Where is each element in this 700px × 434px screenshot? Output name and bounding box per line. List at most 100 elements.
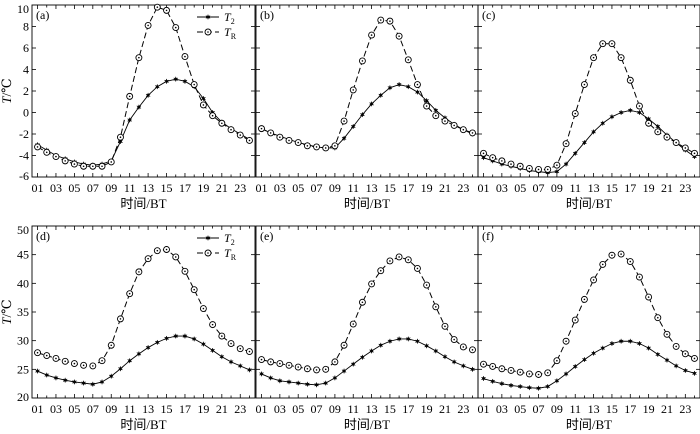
data-point-tr-center [416, 267, 419, 270]
legend-tr-marker-center [207, 252, 209, 254]
data-point-tr-center [453, 124, 455, 127]
x-tick-label: 09 [329, 181, 341, 195]
data-point-t2 [117, 138, 124, 145]
x-tick-label: 23 [457, 402, 469, 416]
data-point-t2 [618, 109, 624, 116]
x-tick-label: 13 [142, 181, 154, 195]
x-tick-label: 19 [197, 402, 209, 416]
data-point-tr-center [165, 248, 168, 251]
x-tick-label: 13 [588, 181, 600, 195]
data-point-tr-center [343, 120, 345, 122]
data-point-tr-center [315, 369, 318, 371]
data-point-tr-center [297, 141, 299, 144]
x-tick-label: 13 [588, 402, 600, 416]
data-point-tr-center [334, 361, 336, 363]
x-tick-label: 03 [50, 181, 62, 195]
data-point-tr-center [592, 279, 595, 281]
data-point-tr-center [352, 89, 355, 91]
panel-c: 01 03 05 07 09 11 13 15 17 19 21 23 时间/BT (c) [478, 4, 700, 211]
x-tick-label: 11 [124, 402, 136, 416]
x-tick-label: 13 [366, 402, 378, 416]
data-point-t2 [517, 383, 523, 390]
panel-label: (e) [260, 229, 273, 243]
data-point-tr-center [156, 249, 159, 252]
series-t2-line [37, 78, 250, 166]
x-tick-label: 21 [661, 181, 673, 195]
data-point-t2 [277, 377, 283, 384]
data-point-tr-center [425, 105, 428, 107]
data-point-t2 [572, 363, 578, 370]
data-point-tr-center [537, 168, 540, 171]
data-point-t2 [609, 340, 615, 347]
y-tick-label: 8 [23, 20, 29, 34]
data-point-t2 [191, 335, 197, 342]
x-tick-label: 09 [105, 402, 117, 416]
data-point-tr-center [343, 344, 345, 347]
data-point-tr-center [221, 335, 223, 337]
data-point-tr-center [389, 20, 391, 22]
y-tick-label: 25 [17, 362, 29, 376]
data-point-tr-center [269, 361, 272, 363]
x-axis-title: 时间/BT [120, 196, 166, 211]
x-axis-title: 时间/BT [120, 417, 166, 432]
data-point-t2 [117, 365, 124, 372]
data-point-tr-center [510, 163, 512, 165]
series-t2-line [37, 335, 250, 385]
data-point-t2 [618, 338, 624, 345]
data-point-t2 [451, 358, 457, 365]
data-point-tr-center [629, 79, 632, 82]
x-tick-label: 09 [551, 402, 563, 416]
y-tick-label: 35 [17, 305, 29, 319]
data-point-t2 [323, 380, 329, 387]
data-point-tr-center [611, 42, 613, 45]
panel-label: (d) [36, 229, 50, 243]
data-point-t2 [664, 357, 670, 364]
series-t2-line [261, 84, 473, 149]
data-point-tr-center [45, 151, 48, 154]
x-axis-title: 时间/BT [566, 417, 612, 432]
data-point-t2 [480, 375, 487, 382]
data-point-tr-center [574, 112, 577, 115]
data-point-tr-center [184, 270, 186, 273]
data-point-tr-center [398, 35, 400, 37]
data-point-tr-center [675, 141, 677, 144]
data-point-tr-center [193, 83, 195, 86]
data-point-t2 [405, 335, 411, 342]
x-tick-label: 07 [311, 181, 323, 195]
panel-label: (b) [260, 8, 274, 22]
x-tick-label: 11 [569, 181, 581, 195]
x-tick-label: 23 [679, 181, 691, 195]
data-point-t2 [246, 366, 253, 373]
data-point-t2 [405, 83, 411, 90]
data-point-t2 [62, 377, 68, 384]
x-tick-label: 21 [216, 402, 228, 416]
data-point-tr-center [165, 9, 168, 12]
plot-frame [31, 4, 256, 178]
data-point-tr-center [528, 167, 531, 170]
data-point-tr-center [565, 340, 567, 343]
panel-f: 01 03 05 07 09 11 13 15 17 19 21 23 时间/BT (f) [478, 225, 700, 432]
data-point-tr-center [361, 60, 364, 62]
x-tick-label: 07 [87, 181, 99, 195]
data-point-tr-center [462, 128, 465, 131]
data-point-t2 [581, 356, 588, 363]
data-point-tr-center [565, 142, 567, 145]
data-point-tr-center [138, 271, 140, 273]
data-point-tr-center [361, 301, 364, 304]
data-point-t2 [414, 89, 421, 96]
x-tick-label: 23 [234, 181, 246, 195]
series-t2-line [483, 340, 695, 389]
data-point-tr-center [592, 56, 595, 59]
y-tick-label: -2 [19, 127, 29, 141]
data-point-tr-center [519, 165, 521, 168]
x-tick-label: 07 [533, 181, 545, 195]
data-point-t2 [442, 353, 448, 360]
data-point-t2 [460, 362, 466, 369]
data-point-tr-center [501, 367, 503, 370]
data-point-tr-center [416, 83, 419, 86]
data-point-t2 [154, 339, 160, 346]
legend-tr-label: TR [224, 25, 237, 41]
data-point-tr-center [435, 114, 437, 117]
x-tick-label: 15 [161, 181, 173, 195]
